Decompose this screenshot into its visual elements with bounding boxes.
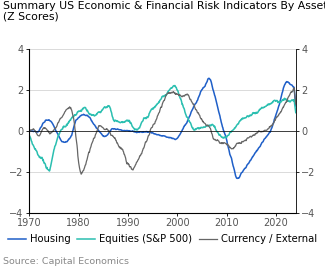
Housing [259,143,263,146]
Line: Currency / External: Currency / External [29,88,296,174]
Currency / External [292,86,296,90]
Equities (S&P 500) [162,95,165,98]
Currency / External [103,128,107,131]
Text: Source: Capital Economics: Source: Capital Economics [3,257,129,266]
Currency / External [294,102,298,106]
Equities (S&P 500) [75,110,79,114]
Currency / External [259,130,263,133]
Equities (S&P 500) [125,119,129,123]
Text: (Z Scores): (Z Scores) [3,11,59,22]
Housing [269,128,273,131]
Equities (S&P 500) [294,111,298,114]
Housing [27,129,31,132]
Currency / External [27,129,31,133]
Equities (S&P 500) [103,105,107,109]
Currency / External [125,161,129,165]
Housing [294,104,298,108]
Equities (S&P 500) [269,102,273,105]
Equities (S&P 500) [27,133,31,137]
Housing [125,129,129,132]
Line: Housing: Housing [29,78,296,178]
Housing [207,77,211,80]
Housing [75,118,79,121]
Equities (S&P 500) [259,106,263,110]
Housing [103,135,107,138]
Line: Equities (S&P 500): Equities (S&P 500) [29,86,296,171]
Currency / External [269,125,273,128]
Text: Summary US Economic & Financial Risk Indicators By Asset Class: Summary US Economic & Financial Risk Ind… [3,1,325,11]
Currency / External [162,99,165,103]
Housing [161,134,165,138]
Currency / External [75,144,79,147]
Currency / External [79,173,83,176]
Equities (S&P 500) [47,170,51,173]
Housing [236,177,240,180]
Equities (S&P 500) [172,84,176,87]
Legend: Housing, Equities (S&P 500), Currency / External: Housing, Equities (S&P 500), Currency / … [4,230,321,248]
